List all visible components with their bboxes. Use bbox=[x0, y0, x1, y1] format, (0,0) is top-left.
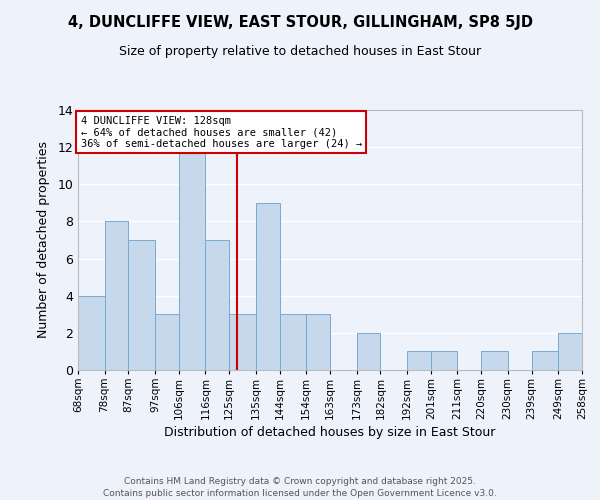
Bar bbox=[481, 352, 508, 370]
Text: Contains public sector information licensed under the Open Government Licence v3: Contains public sector information licen… bbox=[103, 489, 497, 498]
Bar bbox=[280, 314, 306, 370]
Bar bbox=[179, 147, 205, 370]
Bar bbox=[128, 240, 155, 370]
Bar bbox=[356, 333, 380, 370]
Y-axis label: Number of detached properties: Number of detached properties bbox=[37, 142, 50, 338]
Bar bbox=[229, 314, 256, 370]
Text: Size of property relative to detached houses in East Stour: Size of property relative to detached ho… bbox=[119, 45, 481, 58]
Bar bbox=[155, 314, 179, 370]
Text: 4, DUNCLIFFE VIEW, EAST STOUR, GILLINGHAM, SP8 5JD: 4, DUNCLIFFE VIEW, EAST STOUR, GILLINGHA… bbox=[67, 15, 533, 30]
Text: 4 DUNCLIFFE VIEW: 128sqm
← 64% of detached houses are smaller (42)
36% of semi-d: 4 DUNCLIFFE VIEW: 128sqm ← 64% of detach… bbox=[80, 116, 362, 149]
Bar bbox=[306, 314, 330, 370]
Text: Contains HM Land Registry data © Crown copyright and database right 2025.: Contains HM Land Registry data © Crown c… bbox=[124, 478, 476, 486]
Bar bbox=[532, 352, 558, 370]
Bar bbox=[431, 352, 457, 370]
Bar bbox=[104, 222, 128, 370]
Bar bbox=[407, 352, 431, 370]
Bar bbox=[205, 240, 229, 370]
Bar bbox=[558, 333, 582, 370]
Bar bbox=[256, 203, 280, 370]
X-axis label: Distribution of detached houses by size in East Stour: Distribution of detached houses by size … bbox=[164, 426, 496, 439]
Bar bbox=[78, 296, 104, 370]
